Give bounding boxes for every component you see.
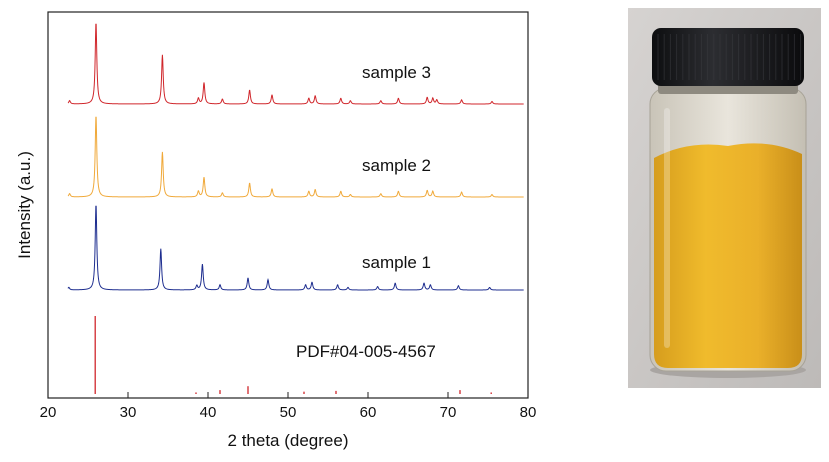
x-tick-label: 30 — [120, 404, 137, 421]
series-label: sample 3 — [362, 63, 431, 82]
series-trace — [94, 316, 492, 394]
series-labels: sample 3 sample 2 sample 1 PDF#04-005-4567 — [296, 63, 436, 361]
series-trace — [67, 116, 524, 198]
y-axis-title: Intensity (a.u.) — [15, 151, 34, 259]
x-axis-title: 2 theta (degree) — [228, 431, 349, 450]
plot-frame — [47, 11, 529, 399]
series-label: sample 2 — [362, 156, 431, 175]
vial-powder — [654, 143, 802, 368]
yellow-powder-vial-photo — [628, 8, 821, 388]
series-line — [67, 205, 524, 291]
vial-cap — [652, 28, 804, 86]
series-trace — [67, 23, 524, 105]
x-tick-label: 70 — [440, 404, 457, 421]
glass-highlight — [664, 108, 670, 348]
x-tick-label: 40 — [200, 404, 217, 421]
xrd-chart: 20 30 40 50 60 70 80 2 theta (degree) Intensit… — [15, 11, 537, 450]
series-line — [67, 116, 524, 198]
x-tick-label: 80 — [520, 404, 537, 421]
x-axis-ticks: 20 30 40 50 60 70 80 — [40, 392, 537, 421]
series-label: PDF#04-005-4567 — [296, 342, 436, 361]
series-label: sample 1 — [362, 253, 431, 272]
series-line — [67, 23, 524, 105]
x-tick-label: 50 — [280, 404, 297, 421]
x-tick-label: 60 — [360, 404, 377, 421]
series-trace — [67, 205, 524, 291]
cap-ridges — [657, 34, 802, 80]
series-traces — [67, 23, 524, 394]
x-tick-label: 20 — [40, 404, 57, 421]
